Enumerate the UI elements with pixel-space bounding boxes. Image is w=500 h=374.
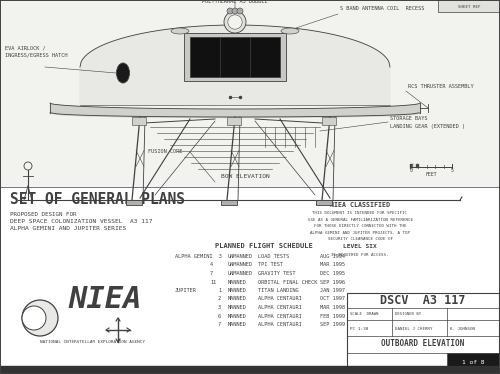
Text: GRAVITY TEST: GRAVITY TEST <box>258 271 296 276</box>
Text: 7: 7 <box>218 322 221 327</box>
Text: DANIEL J CHERRY: DANIEL J CHERRY <box>395 327 432 331</box>
Bar <box>316 200 332 205</box>
Text: LEVEL SIX: LEVEL SIX <box>343 244 377 249</box>
Bar <box>322 117 336 125</box>
Bar <box>221 200 237 205</box>
Text: DEEP SPACE COLONIZATION VESSEL  A3 117: DEEP SPACE COLONIZATION VESSEL A3 117 <box>10 219 152 224</box>
Text: FEB 1999: FEB 1999 <box>320 313 345 319</box>
Bar <box>447 353 499 371</box>
Text: 3: 3 <box>218 305 221 310</box>
Text: SEP 1999: SEP 1999 <box>320 322 345 327</box>
Text: ALPHA GEMINI AND JUPITER PROJECTS. A TOP: ALPHA GEMINI AND JUPITER PROJECTS. A TOP <box>310 230 410 234</box>
Text: FOR THOSE DIRECTLY CONNECTED WITH THE: FOR THOSE DIRECTLY CONNECTED WITH THE <box>314 224 406 228</box>
Text: NIEA CLASSIFIED: NIEA CLASSIFIED <box>330 202 390 208</box>
Text: PLANNED FLIGHT SCHEDULE: PLANNED FLIGHT SCHEDULE <box>215 243 313 249</box>
Text: SHEET REF: SHEET REF <box>458 5 480 9</box>
Text: SEP 1996: SEP 1996 <box>320 279 345 285</box>
Text: STORAGE BAYS: STORAGE BAYS <box>390 116 428 121</box>
Text: IS REQUIRED FOR ACCESS.: IS REQUIRED FOR ACCESS. <box>331 253 389 257</box>
Text: THIS DOCUMENT IS INTENDED FOR SPECIFIC: THIS DOCUMENT IS INTENDED FOR SPECIFIC <box>312 211 408 215</box>
Circle shape <box>232 8 238 14</box>
Text: 2: 2 <box>218 297 221 301</box>
Text: ALPHA GEMINI AND JUPITER SERIES: ALPHA GEMINI AND JUPITER SERIES <box>10 226 126 231</box>
Text: 1: 1 <box>218 288 221 293</box>
Text: TITAN LANDING: TITAN LANDING <box>258 288 298 293</box>
Text: OCT 1997: OCT 1997 <box>320 297 345 301</box>
Bar <box>347 293 499 371</box>
Text: MAR 1998: MAR 1998 <box>320 305 345 310</box>
Text: 1 of 8: 1 of 8 <box>462 360 484 365</box>
Ellipse shape <box>281 28 299 34</box>
Text: MANNED: MANNED <box>228 322 247 327</box>
Text: MANNED: MANNED <box>228 305 247 310</box>
Text: S BAND ANTENNA COIL  RECESS: S BAND ANTENNA COIL RECESS <box>340 6 424 11</box>
Text: SCALE  DRAWN: SCALE DRAWN <box>350 312 378 316</box>
Text: JUPITER: JUPITER <box>175 288 197 293</box>
Circle shape <box>224 11 246 33</box>
Text: SECURITY CLEARANCE CODE OF: SECURITY CLEARANCE CODE OF <box>328 237 392 241</box>
Text: DEC 1995: DEC 1995 <box>320 271 345 276</box>
Bar <box>190 37 280 77</box>
Text: TPI TEST: TPI TEST <box>258 263 283 267</box>
Text: RCS THRUSTER ASSEMBLY: RCS THRUSTER ASSEMBLY <box>408 84 474 89</box>
Text: 7: 7 <box>210 271 213 276</box>
Text: 4: 4 <box>210 263 213 267</box>
Text: PROPOSED DESIGN FOR: PROPOSED DESIGN FOR <box>10 212 76 217</box>
Text: MANNED: MANNED <box>228 288 247 293</box>
Text: LOAD TESTS: LOAD TESTS <box>258 254 289 259</box>
Text: ALPHA CENTAURI: ALPHA CENTAURI <box>258 313 302 319</box>
Text: MANNED: MANNED <box>228 279 247 285</box>
Text: DESIGNED BY: DESIGNED BY <box>395 312 421 316</box>
Text: FUSION CORE: FUSION CORE <box>148 149 182 154</box>
Text: 11: 11 <box>210 279 216 285</box>
Text: K. JOHNSON: K. JOHNSON <box>450 327 475 331</box>
Circle shape <box>237 8 243 14</box>
Text: BOW ELEVATION: BOW ELEVATION <box>220 174 270 179</box>
Text: ALPHA GEMINI  3: ALPHA GEMINI 3 <box>175 254 222 259</box>
Text: UNMANNED: UNMANNED <box>228 263 253 267</box>
Text: FEET: FEET <box>425 172 437 177</box>
Text: OUTBOARD ELEVATION: OUTBOARD ELEVATION <box>382 339 464 348</box>
Ellipse shape <box>116 63 130 83</box>
Bar <box>0 187 500 374</box>
Ellipse shape <box>171 28 189 34</box>
Text: MANNED: MANNED <box>228 297 247 301</box>
Circle shape <box>228 15 242 29</box>
Text: 5: 5 <box>450 168 454 173</box>
Text: UNMANNED: UNMANNED <box>228 271 253 276</box>
Bar <box>126 200 142 205</box>
Polygon shape <box>80 25 390 105</box>
Text: MAR 1995: MAR 1995 <box>320 263 345 267</box>
Text: ALPHA CENTAURI: ALPHA CENTAURI <box>258 297 302 301</box>
Text: ORBITAL FINAL CHECK: ORBITAL FINAL CHECK <box>258 279 318 285</box>
Circle shape <box>22 306 46 330</box>
Text: NIEA: NIEA <box>68 285 142 314</box>
Text: UNMANNED: UNMANNED <box>228 254 253 259</box>
Circle shape <box>227 8 233 14</box>
Bar <box>132 117 146 125</box>
Text: JAN 1997: JAN 1997 <box>320 288 345 293</box>
Text: AUG 1994: AUG 1994 <box>320 254 345 259</box>
Text: 6: 6 <box>218 313 221 319</box>
Text: ALPHA CENTAURI: ALPHA CENTAURI <box>258 305 302 310</box>
Text: ALPHA CENTAURI: ALPHA CENTAURI <box>258 322 302 327</box>
Text: MANNED: MANNED <box>228 313 247 319</box>
Bar <box>184 33 286 81</box>
Text: USE AS A GENERAL FAMILIARIZATION REFERENCE: USE AS A GENERAL FAMILIARIZATION REFEREN… <box>308 218 412 221</box>
Text: LANDING GEAR (EXTENDED ): LANDING GEAR (EXTENDED ) <box>390 124 465 129</box>
Bar <box>438 0 500 12</box>
Circle shape <box>22 300 58 336</box>
Bar <box>227 117 241 125</box>
Text: DSCV  A3 117: DSCV A3 117 <box>380 294 466 307</box>
Text: PC 1:30: PC 1:30 <box>350 327 368 331</box>
Text: EVA AIRLOCK /
INGRESS/EGRESS HATCH: EVA AIRLOCK / INGRESS/EGRESS HATCH <box>5 45 68 57</box>
Text: 0: 0 <box>410 168 412 173</box>
Text: SET OF GENERAL PLANS: SET OF GENERAL PLANS <box>10 192 185 207</box>
Text: NATIONAL INTERSTELLAR EXPLORATION AGENCY: NATIONAL INTERSTELLAR EXPLORATION AGENCY <box>40 340 145 344</box>
Text: POLYTHERMAL A5 BUBBLE: POLYTHERMAL A5 BUBBLE <box>202 0 268 4</box>
